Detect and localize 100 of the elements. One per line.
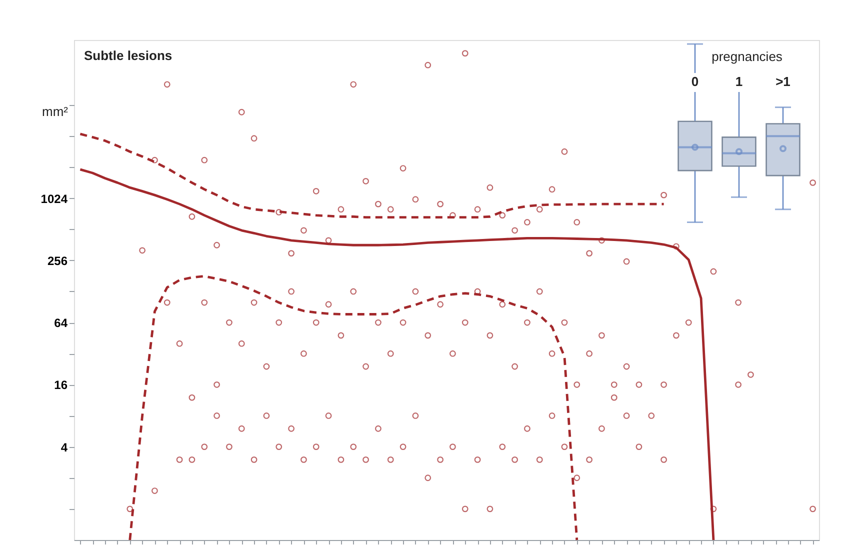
point (188, 213, 196, 220)
point (499, 301, 506, 308)
point (238, 108, 245, 116)
point (387, 350, 394, 357)
point (387, 456, 394, 463)
point (152, 156, 158, 164)
point (400, 444, 406, 450)
point (748, 371, 754, 378)
point (486, 332, 494, 339)
point (139, 247, 146, 254)
point (400, 319, 406, 326)
point (586, 456, 592, 463)
point (362, 363, 369, 370)
point (400, 165, 406, 172)
point (735, 299, 742, 306)
point (250, 456, 258, 463)
point (673, 243, 680, 250)
text: Subtle lesions (84, 48, 172, 63)
point (636, 444, 642, 450)
point (312, 444, 320, 450)
point (201, 444, 208, 450)
point (512, 363, 518, 370)
point (325, 301, 332, 308)
point (623, 258, 630, 265)
point (462, 319, 468, 326)
point (437, 301, 444, 308)
point (276, 209, 282, 216)
point (238, 340, 245, 347)
point (176, 456, 183, 463)
point (300, 350, 307, 357)
point (424, 474, 432, 482)
point (312, 319, 320, 326)
point (188, 456, 196, 463)
point (214, 412, 220, 419)
point (512, 456, 518, 463)
point (338, 332, 344, 339)
point (188, 394, 196, 401)
point (450, 444, 456, 450)
point (214, 242, 220, 248)
point (623, 363, 630, 370)
point (486, 506, 494, 512)
point (660, 381, 667, 388)
point (375, 425, 382, 432)
point (524, 319, 530, 326)
point (462, 50, 468, 57)
point (536, 456, 543, 463)
point (610, 394, 618, 401)
point (636, 381, 642, 388)
point (164, 299, 170, 306)
point (735, 381, 742, 388)
point (598, 237, 605, 244)
point (412, 288, 419, 295)
y-tick-label: 1024 (40, 192, 68, 206)
point (462, 506, 468, 512)
point (810, 180, 816, 186)
point (300, 456, 307, 463)
point (548, 350, 556, 357)
point (499, 212, 506, 219)
point (288, 250, 294, 256)
point (424, 62, 432, 68)
y-tick-label: 64 (54, 316, 68, 330)
line-series (128, 274, 578, 542)
point (437, 456, 444, 463)
point (512, 227, 518, 234)
point (610, 381, 618, 388)
point (362, 456, 369, 463)
point (226, 319, 232, 326)
point (312, 188, 320, 194)
point (126, 506, 134, 512)
point (276, 319, 282, 326)
point (214, 381, 220, 388)
point (561, 319, 568, 326)
point (424, 332, 432, 339)
point (660, 456, 667, 463)
point (574, 474, 580, 482)
point (598, 425, 605, 432)
point (561, 444, 568, 450)
x-tick-label: 0 (691, 74, 699, 89)
line-series (79, 132, 665, 218)
point (450, 212, 456, 219)
point (288, 425, 294, 432)
point (325, 237, 332, 244)
point (250, 135, 258, 142)
point (325, 412, 332, 419)
x-tick-label: 1 (735, 74, 743, 89)
point (486, 184, 494, 191)
point (586, 250, 592, 256)
y-tick-label: 256 (47, 254, 68, 268)
point (288, 288, 294, 295)
point (250, 299, 258, 306)
point (201, 299, 208, 306)
point (474, 456, 481, 463)
y-tick-label: 16 (54, 378, 68, 392)
point (350, 288, 357, 295)
point (660, 192, 667, 198)
point (164, 81, 170, 88)
text: pregnancies (712, 49, 783, 64)
point (263, 412, 270, 419)
point (362, 178, 369, 184)
point (152, 488, 158, 494)
